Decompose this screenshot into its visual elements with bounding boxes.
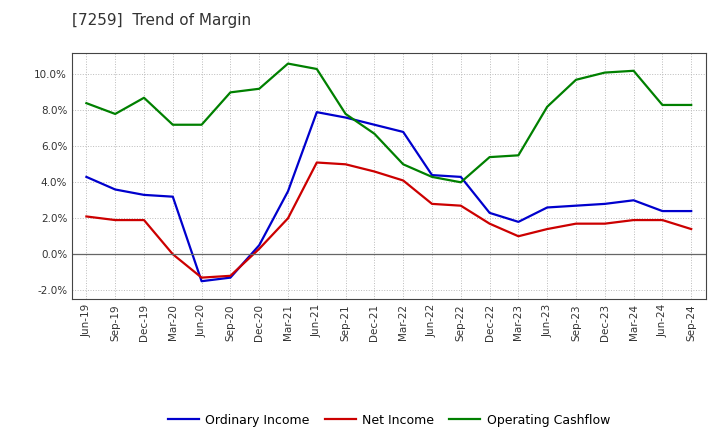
Net Income [399,178,408,183]
Net Income [226,273,235,279]
Operating Cashflow [514,153,523,158]
Ordinary Income [82,174,91,180]
Operating Cashflow [456,180,465,185]
Net Income [140,217,148,223]
Operating Cashflow [312,66,321,72]
Net Income [572,221,580,226]
Ordinary Income [370,122,379,128]
Net Income [197,275,206,280]
Line: Ordinary Income: Ordinary Income [86,112,691,281]
Net Income [687,227,696,232]
Ordinary Income [255,242,264,248]
Operating Cashflow [341,111,350,117]
Text: [7259]  Trend of Margin: [7259] Trend of Margin [72,13,251,28]
Ordinary Income [226,275,235,280]
Net Income [456,203,465,208]
Operating Cashflow [543,104,552,110]
Ordinary Income [572,203,580,208]
Operating Cashflow [140,95,148,100]
Operating Cashflow [284,61,292,66]
Net Income [428,201,436,206]
Operating Cashflow [687,103,696,108]
Ordinary Income [197,279,206,284]
Net Income [485,221,494,226]
Net Income [82,214,91,219]
Ordinary Income [514,219,523,224]
Operating Cashflow [600,70,609,75]
Ordinary Income [168,194,177,199]
Net Income [600,221,609,226]
Operating Cashflow [226,90,235,95]
Net Income [514,234,523,239]
Ordinary Income [629,198,638,203]
Ordinary Income [428,172,436,178]
Operating Cashflow [370,131,379,136]
Line: Operating Cashflow: Operating Cashflow [86,64,691,182]
Line: Net Income: Net Income [86,162,691,278]
Ordinary Income [399,129,408,135]
Ordinary Income [284,189,292,194]
Ordinary Income [687,209,696,214]
Operating Cashflow [399,161,408,167]
Net Income [341,161,350,167]
Ordinary Income [543,205,552,210]
Operating Cashflow [658,103,667,108]
Net Income [370,169,379,174]
Legend: Ordinary Income, Net Income, Operating Cashflow: Ordinary Income, Net Income, Operating C… [163,409,615,432]
Net Income [629,217,638,223]
Ordinary Income [600,201,609,206]
Operating Cashflow [111,111,120,117]
Ordinary Income [658,209,667,214]
Operating Cashflow [82,100,91,106]
Net Income [658,217,667,223]
Net Income [255,246,264,252]
Net Income [312,160,321,165]
Ordinary Income [341,115,350,120]
Operating Cashflow [572,77,580,82]
Operating Cashflow [629,68,638,73]
Operating Cashflow [485,154,494,160]
Ordinary Income [111,187,120,192]
Net Income [284,216,292,221]
Net Income [543,227,552,232]
Ordinary Income [485,210,494,216]
Operating Cashflow [255,86,264,92]
Ordinary Income [312,110,321,115]
Ordinary Income [140,192,148,198]
Net Income [111,217,120,223]
Net Income [168,252,177,257]
Ordinary Income [456,174,465,180]
Operating Cashflow [168,122,177,128]
Operating Cashflow [428,174,436,180]
Operating Cashflow [197,122,206,128]
